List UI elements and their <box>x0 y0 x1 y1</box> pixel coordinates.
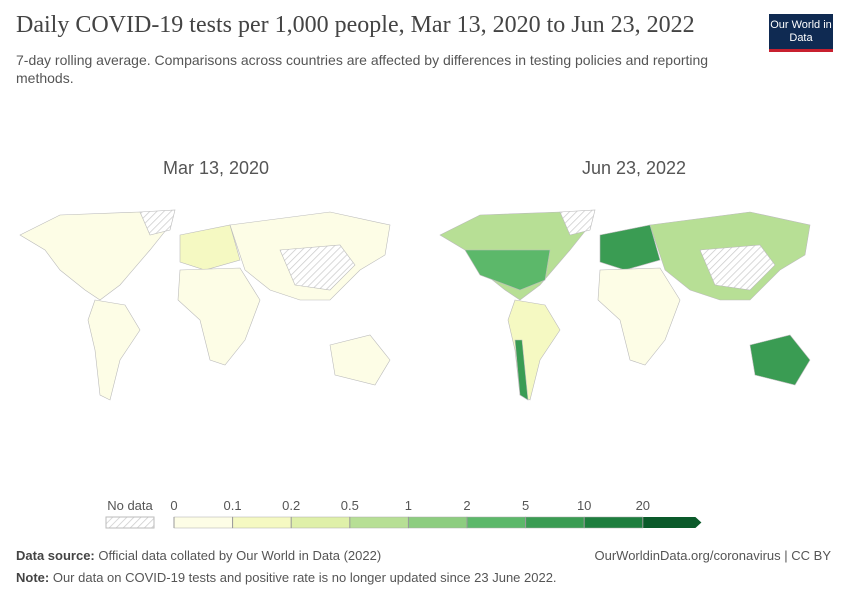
logo: Our World in Data <box>769 14 833 52</box>
legend-bin <box>525 516 585 529</box>
legend-tick-label: 0.2 <box>282 498 300 513</box>
no-data-label: No data <box>107 498 153 513</box>
australia <box>749 334 811 386</box>
legend-bin <box>232 516 292 529</box>
legend-tick-label: 10 <box>577 498 591 513</box>
china <box>699 244 776 291</box>
legend-bin <box>408 516 468 529</box>
usa <box>464 249 551 291</box>
world-map <box>439 209 811 401</box>
legend-bin <box>583 516 644 529</box>
credit: OurWorldinData.org/coronavirus | CC BY <box>594 548 831 563</box>
subtitle: 7-day rolling average. Comparisons acros… <box>16 52 709 86</box>
greenland <box>139 209 176 236</box>
legend-tick-label: 5 <box>522 498 529 513</box>
legend-bin <box>642 517 702 528</box>
africa <box>597 267 681 366</box>
source-text: Official data collated by Our World in D… <box>98 548 382 563</box>
legend: No data 0 0.1 0.2 0.5 1 2 5 10 20 <box>105 498 702 529</box>
source: Data source: Official data collated by O… <box>16 548 381 563</box>
legend-tick-label: 2 <box>463 498 470 513</box>
note-text: Our data on COVID-19 tests and positive … <box>52 570 557 585</box>
map-title: Mar 13, 2020 <box>163 158 269 178</box>
title: Daily COVID-19 tests per 1,000 people, M… <box>16 12 695 38</box>
legend-bin <box>466 516 526 529</box>
greenland <box>559 209 596 236</box>
legend-bin <box>290 516 351 529</box>
note: Note: Our data on COVID-19 tests and pos… <box>16 570 557 585</box>
legend-tick-label: 0 <box>170 498 177 513</box>
china <box>279 244 356 291</box>
legend-tick-label: 1 <box>405 498 412 513</box>
europe <box>599 224 661 271</box>
chile <box>514 339 529 401</box>
europe <box>179 224 241 271</box>
world-map <box>19 209 391 401</box>
map-title: Jun 23, 2022 <box>582 158 686 178</box>
australia <box>329 334 391 386</box>
legend-tick-label: 0.1 <box>224 498 242 513</box>
africa <box>177 267 261 366</box>
source-label: Data source: <box>16 548 95 563</box>
legend-bin <box>173 516 233 529</box>
legend-tick-label: 20 <box>636 498 650 513</box>
south-america <box>87 299 141 401</box>
note-label: Note: <box>16 570 50 585</box>
legend-bin <box>349 516 409 529</box>
legend-tick-label: 0.5 <box>341 498 359 513</box>
no-data-swatch <box>105 516 155 529</box>
